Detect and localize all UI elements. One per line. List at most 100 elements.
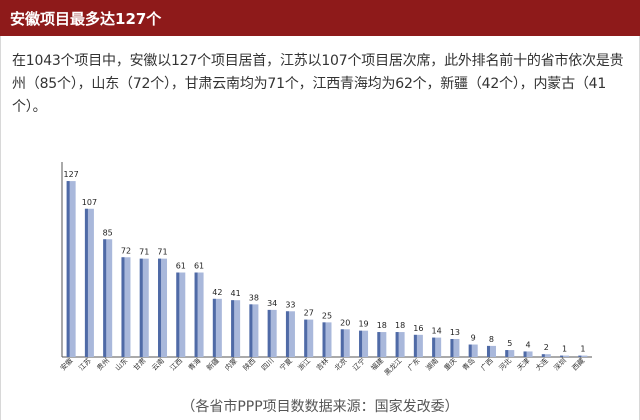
x-tick-label: 云南: [150, 356, 166, 372]
data-label: 72: [121, 246, 131, 255]
bar-shade: [267, 309, 271, 357]
bar: [84, 208, 94, 357]
bar-shade: [541, 354, 545, 357]
data-label: 27: [304, 309, 314, 318]
x-tick-label: 青海: [186, 356, 202, 372]
data-label: 1: [580, 345, 585, 354]
x-tick-label: 重庆: [442, 356, 458, 372]
x-tick-label: 山东: [113, 356, 129, 372]
bar: [103, 239, 113, 357]
data-label: 4: [525, 340, 530, 349]
data-label: 16: [413, 324, 423, 333]
data-label: 41: [231, 289, 241, 298]
bar-shade: [578, 355, 582, 357]
data-label: 61: [176, 262, 186, 271]
bar-shade: [158, 258, 162, 357]
bar: [395, 332, 405, 357]
bar: [139, 258, 149, 357]
bar-shade: [340, 329, 344, 357]
data-label: 18: [377, 321, 387, 330]
bar: [432, 337, 442, 357]
x-tick-label: 福建: [369, 356, 385, 372]
data-label: 71: [139, 248, 149, 257]
x-tick-label: 江苏: [77, 356, 93, 372]
bar-shade: [322, 322, 326, 357]
x-tick-label: 内蒙: [223, 356, 239, 372]
x-tick-label: 甘肃: [131, 356, 147, 372]
bar-shade: [103, 239, 107, 357]
x-tick-label: 黑龙江: [382, 356, 403, 377]
bar-shade: [249, 304, 253, 357]
x-tick-label: 贵州: [95, 356, 111, 372]
bar-shade: [505, 350, 509, 357]
x-tick-label: 宁夏: [278, 356, 294, 372]
data-label: 107: [82, 198, 97, 207]
bar-shade: [523, 351, 527, 357]
x-tick-label: 大连: [533, 356, 549, 372]
bar-shade: [560, 355, 564, 357]
bar: [176, 272, 186, 357]
bar: [212, 298, 222, 357]
bar-shade: [432, 337, 436, 357]
bar-shade: [84, 208, 88, 357]
bar: [304, 319, 314, 357]
bar-shade: [304, 319, 308, 357]
x-tick-label: 四川: [260, 357, 276, 373]
bar: [194, 272, 204, 357]
x-tick-label: 陕西: [241, 356, 257, 372]
bar: [523, 351, 533, 357]
bar-shade: [468, 344, 472, 357]
bar-shade: [176, 272, 180, 357]
bar-shade: [121, 257, 125, 357]
bar-shade: [66, 181, 70, 357]
bar: [377, 332, 387, 357]
data-label: 33: [285, 300, 295, 309]
bar: [322, 322, 332, 357]
data-label: 2: [544, 343, 549, 352]
bar-shade: [450, 338, 454, 357]
x-tick-label: 广东: [406, 356, 422, 372]
x-tick-label: 湖南: [424, 356, 440, 372]
source-caption: （各省市PPP项目数数据来源：国家发改委）: [181, 399, 459, 415]
data-label: 127: [63, 170, 78, 179]
data-label: 9: [471, 334, 476, 343]
bar: [158, 258, 168, 357]
bar: [560, 355, 570, 357]
bar-shade: [377, 332, 381, 357]
bar-shade: [285, 311, 289, 357]
x-tick-label: 吉林: [314, 356, 330, 372]
x-tick-label: 辽宁: [351, 356, 367, 372]
bar: [486, 345, 496, 357]
bar: [359, 330, 369, 357]
section-title: 安徽项目最多达127个: [10, 10, 162, 28]
chart-layer: 127安徽107江苏85贵州72山东71甘肃71云南61江西61青海42新疆41…: [58, 162, 592, 377]
bar-shade: [231, 300, 235, 357]
data-label: 14: [432, 327, 442, 336]
data-label: 42: [212, 288, 222, 297]
bar: [541, 354, 551, 357]
intro-paragraph: 在1043个项目中，安徽以127个项目居首，江苏以107个项目居次席，此外排名前…: [12, 53, 624, 115]
bar: [413, 334, 423, 357]
x-tick-label: 西藏: [570, 356, 586, 372]
bar-shade: [212, 298, 216, 357]
bar: [468, 344, 478, 357]
data-label: 13: [450, 328, 460, 337]
bar: [285, 311, 295, 357]
bar-shade: [194, 272, 198, 357]
data-label: 25: [322, 311, 332, 320]
bar-shade: [139, 258, 143, 357]
data-label: 1: [562, 345, 567, 354]
x-tick-label: 广西: [479, 356, 495, 372]
x-tick-label: 天津: [516, 357, 532, 373]
bar: [340, 329, 350, 357]
x-tick-label: 青岛: [460, 356, 476, 372]
bar-shade: [486, 345, 490, 357]
data-label: 20: [340, 318, 350, 327]
bar: [450, 338, 460, 357]
bar: [66, 181, 76, 357]
bar-shade: [395, 332, 399, 357]
bar-shade: [413, 334, 417, 357]
x-tick-label: 河北: [498, 357, 514, 373]
x-tick-label: 新疆: [204, 356, 220, 372]
